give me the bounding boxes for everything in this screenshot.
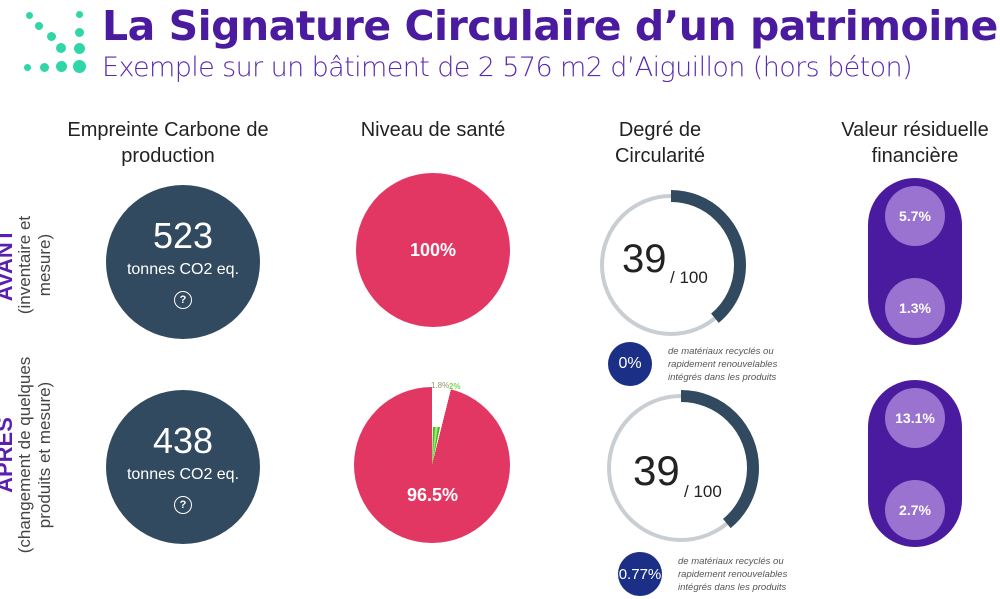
health-green-slices xyxy=(432,427,440,465)
help-icon[interactable]: ? xyxy=(174,291,192,309)
health-small-label: 1.8% xyxy=(431,381,450,390)
row-label-after: APRÈS (changement de quelques produits e… xyxy=(0,345,85,565)
health-small-label: 2% xyxy=(449,382,461,391)
col-header-health: Niveau de santé xyxy=(360,119,506,141)
help-icon[interactable]: ? xyxy=(174,496,192,514)
circularity-max: / 100 xyxy=(670,268,708,287)
health-value: 96.5% xyxy=(407,485,459,505)
carbon-after: 438 tonnes CO2 eq. ? xyxy=(106,390,260,544)
health-value: 100% xyxy=(409,239,457,260)
residual-value: 2.7% xyxy=(885,480,945,540)
col-header-residual: Valeur résiduelle financière xyxy=(841,119,989,167)
carbon-value: 438 xyxy=(152,420,214,461)
recycled-badge: 0.77% xyxy=(618,552,662,596)
carbon-unit: tonnes CO2 eq. xyxy=(126,261,240,278)
health-pie-after: 96.5% xyxy=(354,387,510,543)
residual-value: 5.7% xyxy=(885,186,945,246)
circularity-arc xyxy=(603,390,759,546)
carbon-before: 523 tonnes CO2 eq. ? xyxy=(106,185,260,339)
page-title: La Signature Circulaire d’un patrimoine xyxy=(102,2,998,50)
carbon-value: 523 xyxy=(152,215,214,256)
row-desc: (inventaire et mesure) xyxy=(15,215,54,315)
circularity-arc xyxy=(596,190,746,340)
residual-value: 13.1% xyxy=(885,388,945,448)
row-title: APRÈS xyxy=(0,417,17,493)
col-header-circularity: Degré de Circularité xyxy=(614,119,706,167)
residual-pill-after: 13.1% 2.7% xyxy=(868,380,962,547)
circularity-max: / 100 xyxy=(684,482,722,501)
carbon-unit: tonnes CO2 eq. xyxy=(126,466,240,483)
circularity-ring-before xyxy=(596,190,746,340)
residual-value: 1.3% xyxy=(885,278,945,338)
recycled-note: de matériaux recyclés ou rapidement reno… xyxy=(668,346,778,383)
row-title: AVANT xyxy=(0,228,17,302)
circularity-value: 39 xyxy=(622,237,667,281)
recycled-note: de matériaux recyclés ou rapidement reno… xyxy=(678,556,788,593)
residual-pill-before: 5.7% 1.3% xyxy=(868,178,962,345)
recycled-badge: 0% xyxy=(608,342,652,386)
col-header-carbon: Empreinte Carbone de production xyxy=(67,119,269,167)
page-subtitle: Exemple sur un bâtiment de 2 576 m2 d’Ai… xyxy=(102,52,913,83)
health-pie-before: 100% xyxy=(356,173,510,327)
circularity-ring-after xyxy=(603,390,759,546)
row-label-before: AVANT (inventaire et mesure) xyxy=(0,175,75,355)
row-desc: (changement de quelques produits et mesu… xyxy=(15,356,54,554)
logo xyxy=(20,8,95,78)
circularity-value: 39 xyxy=(633,447,680,494)
